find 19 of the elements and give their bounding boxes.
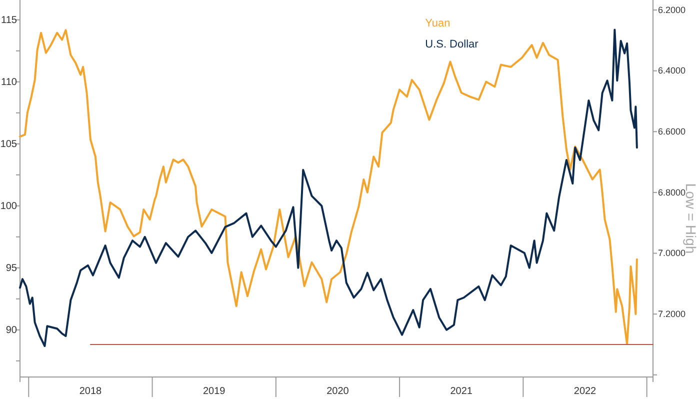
x-tick-label: 2021 xyxy=(450,386,473,398)
x-tick-label: 2022 xyxy=(574,386,597,398)
x-tick-label: 2018 xyxy=(79,386,102,398)
y-tick-label: 100 xyxy=(0,201,18,212)
text: Yuan xyxy=(425,17,450,30)
y-tick-label: 90 xyxy=(6,325,18,336)
y2-tick-label: 7.2000 xyxy=(658,308,686,319)
x-tick-label: 2019 xyxy=(202,386,226,398)
y-tick-label: 95 xyxy=(6,263,18,274)
y-tick-label: 105 xyxy=(0,139,18,150)
y2-tick-label: 6.4000 xyxy=(658,66,686,76)
y-tick-label: 110 xyxy=(1,77,18,88)
y-tick-label: 115 xyxy=(1,15,18,26)
y2-tick-label: 7.0000 xyxy=(658,248,686,258)
text: U.S. Dollar xyxy=(425,38,479,50)
x-tick-label: 2020 xyxy=(326,386,350,398)
y2-tick-label: 6.8000 xyxy=(658,187,686,198)
y2-tick-label: 6.2000 xyxy=(658,4,686,15)
y2-tick-label: 6.6000 xyxy=(658,126,686,137)
